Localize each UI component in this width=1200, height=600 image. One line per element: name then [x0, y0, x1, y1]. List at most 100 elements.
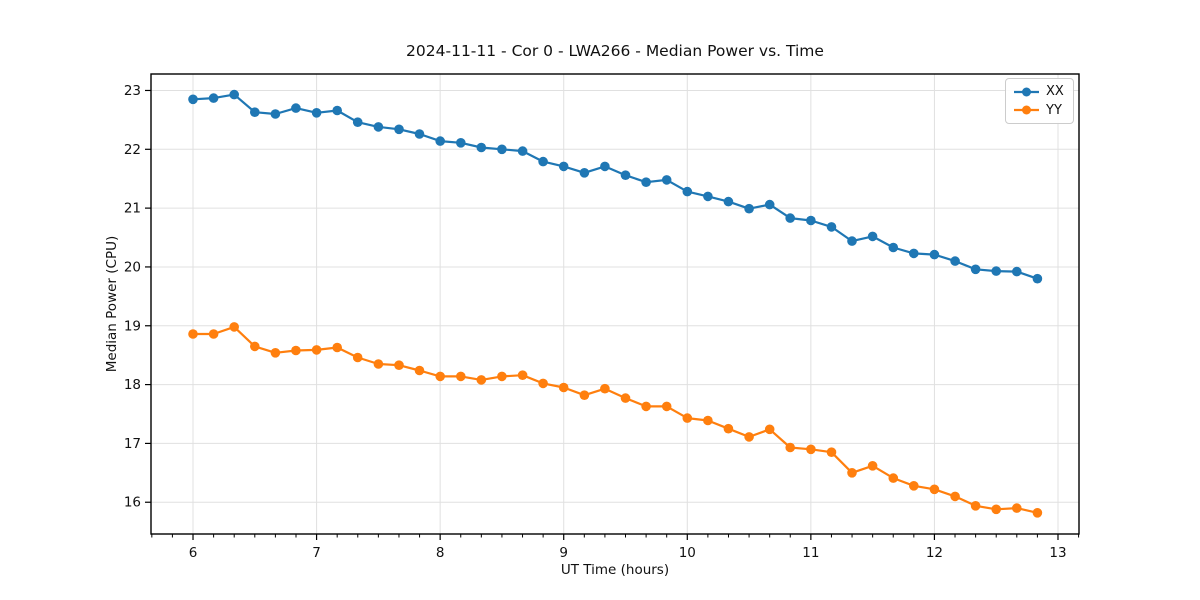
data-point-xx	[929, 249, 940, 260]
data-point-yy	[435, 371, 446, 382]
data-point-xx	[229, 89, 239, 100]
data-point-xx	[970, 264, 981, 275]
data-point-yy	[806, 444, 816, 455]
data-point-xx	[826, 222, 837, 232]
data-point-yy	[641, 401, 651, 412]
y-tick-label: 23	[124, 83, 141, 99]
data-point-xx	[538, 156, 548, 167]
data-point-yy	[311, 345, 322, 355]
data-point-yy	[867, 461, 878, 471]
data-point-xx	[600, 161, 610, 172]
data-point-yy	[352, 352, 363, 363]
data-point-yy	[229, 322, 239, 332]
y-tick-label: 22	[124, 142, 141, 158]
data-point-xx	[188, 94, 198, 105]
data-point-xx	[1012, 266, 1022, 277]
data-point-xx	[208, 93, 219, 103]
data-point-yy	[744, 432, 754, 442]
legend-item-yy: YY	[1013, 103, 1066, 118]
legend-label-yy: YY	[1046, 102, 1062, 118]
legend: XX YY	[1005, 78, 1074, 124]
data-point-yy	[456, 371, 466, 382]
x-tick-label: 6	[189, 545, 198, 561]
x-tick-label: 13	[1049, 545, 1066, 561]
data-point-yy	[394, 360, 404, 371]
data-point-yy	[682, 413, 693, 423]
data-point-xx	[270, 109, 281, 119]
legend-line-yy-icon	[1014, 105, 1039, 115]
data-point-yy	[909, 481, 919, 491]
y-tick-label: 16	[124, 495, 141, 511]
data-point-yy	[517, 370, 528, 381]
data-point-xx	[991, 266, 1001, 276]
data-point-yy	[703, 415, 713, 426]
data-point-yy	[270, 348, 281, 358]
data-point-xx	[250, 107, 260, 117]
legend-marker-sample	[1022, 87, 1031, 97]
data-point-xx	[847, 236, 857, 246]
data-point-xx	[703, 191, 713, 202]
data-point-yy	[1012, 503, 1022, 513]
data-point-yy	[929, 484, 940, 495]
legend-marker-sample	[1022, 105, 1031, 115]
data-point-yy	[764, 424, 775, 435]
x-tick-label: 11	[802, 545, 819, 561]
data-point-xx	[682, 186, 693, 197]
data-point-yy	[1032, 508, 1043, 518]
data-point-xx	[909, 248, 919, 259]
data-point-yy	[373, 359, 384, 369]
data-point-xx	[291, 103, 301, 113]
data-point-xx	[414, 129, 425, 139]
data-point-yy	[950, 491, 960, 502]
data-point-xx	[352, 117, 363, 127]
data-point-yy	[970, 501, 981, 511]
data-point-xx	[476, 142, 487, 153]
data-point-xx	[806, 215, 816, 226]
data-point-yy	[414, 365, 425, 376]
x-tick-label: 12	[926, 545, 943, 561]
data-point-xx	[435, 136, 446, 146]
legend-item-xx: XX	[1013, 84, 1066, 99]
data-point-xx	[311, 108, 322, 118]
y-tick-label: 20	[124, 259, 141, 275]
data-point-yy	[188, 329, 198, 339]
data-point-xx	[517, 146, 528, 156]
data-point-xx	[1032, 273, 1043, 284]
data-point-yy	[847, 468, 857, 478]
data-point-xx	[620, 170, 631, 180]
data-point-yy	[250, 341, 260, 352]
data-point-yy	[579, 390, 590, 401]
x-tick-label: 7	[312, 545, 321, 561]
data-point-xx	[394, 124, 404, 135]
data-point-yy	[291, 345, 301, 356]
data-point-yy	[826, 447, 837, 458]
data-point-xx	[456, 138, 466, 148]
data-point-yy	[785, 442, 795, 453]
data-point-yy	[620, 393, 631, 403]
data-point-xx	[785, 213, 795, 223]
data-point-yy	[476, 375, 487, 385]
chart-title: 2024-11-11 - Cor 0 - LWA266 - Median Pow…	[406, 42, 824, 60]
y-tick-label: 19	[124, 318, 141, 334]
data-point-yy	[332, 342, 343, 353]
data-point-xx	[373, 122, 384, 132]
data-point-xx	[579, 168, 590, 178]
data-point-xx	[867, 231, 878, 242]
data-point-yy	[723, 423, 734, 434]
x-tick-label: 10	[679, 545, 696, 561]
legend-line-xx-icon	[1014, 87, 1039, 97]
data-point-yy	[888, 473, 899, 483]
data-point-yy	[558, 382, 569, 393]
data-point-xx	[641, 177, 651, 187]
y-axis-label: Median Power (CPU)	[104, 235, 120, 373]
x-tick-label: 8	[436, 545, 445, 561]
data-point-yy	[208, 329, 219, 339]
data-point-yy	[991, 504, 1001, 515]
data-point-xx	[661, 175, 672, 185]
data-point-xx	[497, 144, 507, 155]
y-tick-label: 18	[124, 377, 141, 393]
data-point-xx	[950, 256, 960, 266]
x-axis-label: UT Time (hours)	[560, 562, 670, 578]
